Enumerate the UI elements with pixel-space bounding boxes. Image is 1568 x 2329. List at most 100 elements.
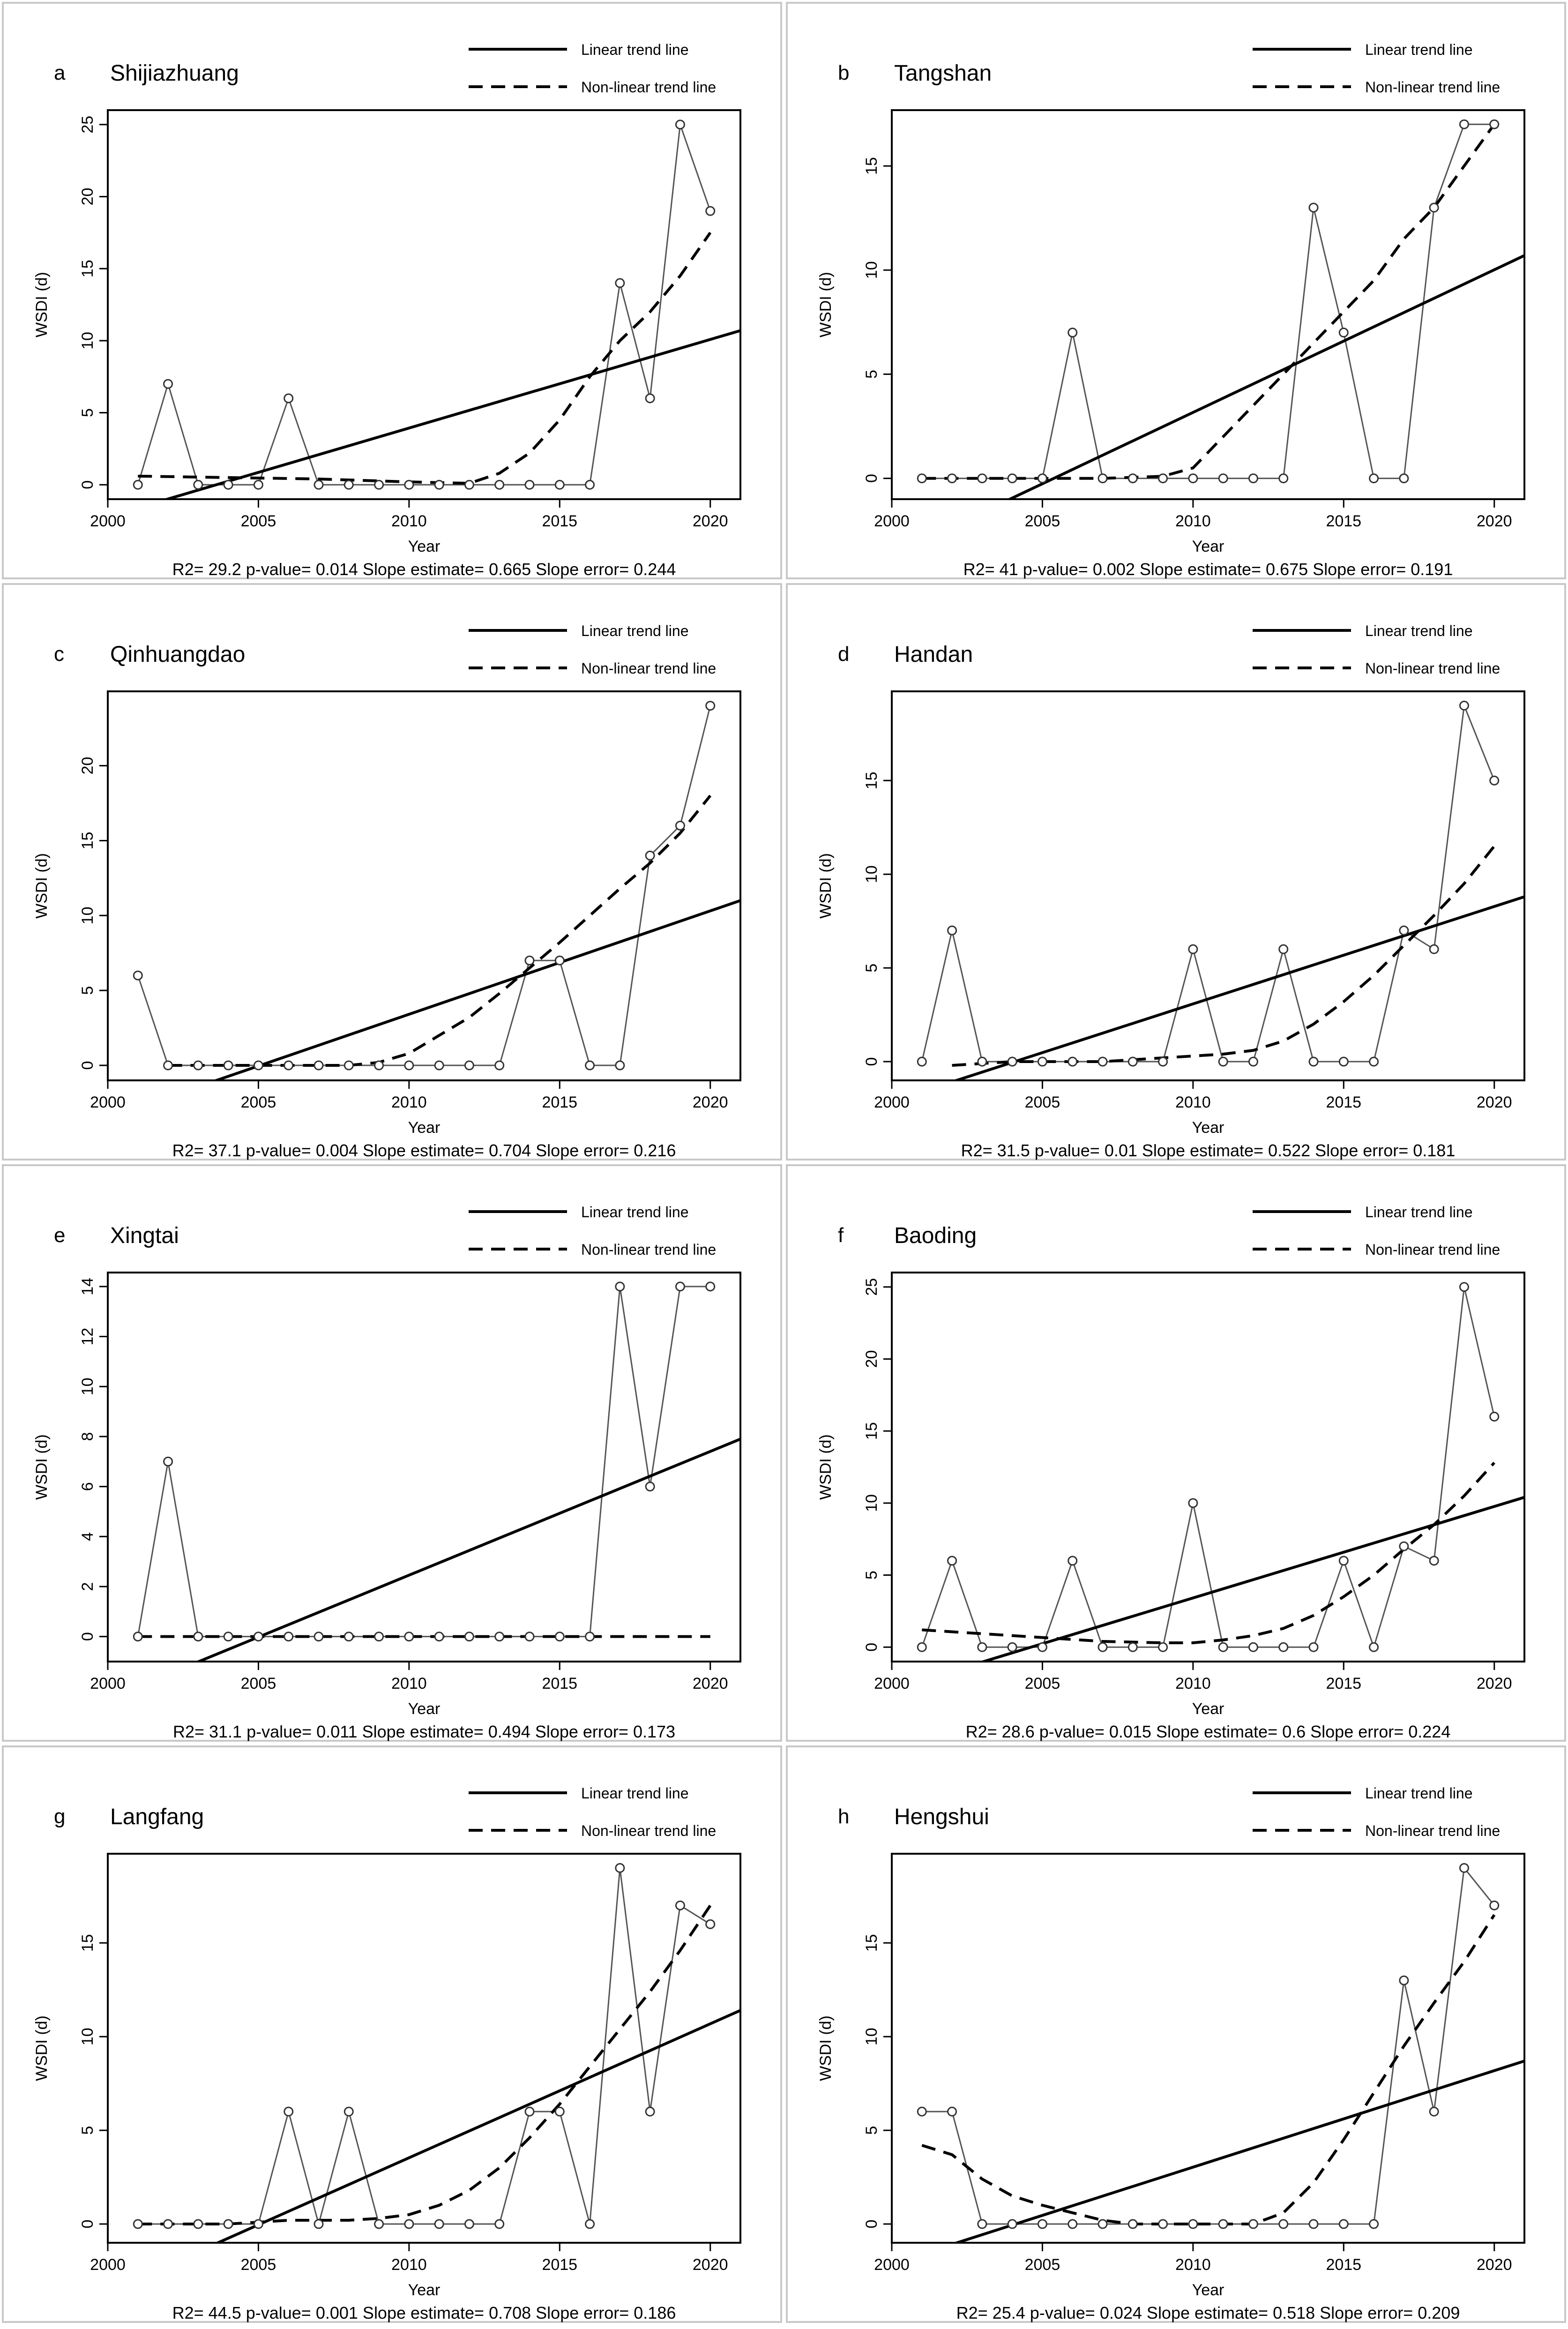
data-point: [1127, 2219, 1138, 2229]
y-axis-title: WSDI (d): [33, 2015, 51, 2081]
data-point: [193, 2219, 203, 2229]
data-point: [163, 1456, 173, 1467]
data-point: [464, 479, 474, 490]
stats-caption: R2= 44.5 p-value= 0.001 Slope estimate= …: [172, 2303, 676, 2322]
data-point: [494, 479, 505, 490]
x-tick-label: 2015: [1326, 512, 1361, 530]
y-axis-title: WSDI (d): [33, 1434, 51, 1500]
y-tick-label: 5: [79, 408, 97, 417]
plot-area: [891, 109, 1525, 500]
data-point: [615, 1060, 625, 1071]
x-tick-label: 2005: [241, 512, 276, 530]
data-point: [1278, 473, 1289, 484]
y-tick-label: 5: [79, 2126, 97, 2135]
data-point: [1308, 2219, 1319, 2229]
panel-letter: d: [838, 643, 849, 666]
x-tick-label: 2015: [1326, 2256, 1361, 2274]
data-point: [1489, 119, 1500, 129]
data-point: [494, 1632, 505, 1642]
data-point: [675, 1281, 685, 1292]
x-tick-label: 2005: [241, 1675, 276, 1692]
x-tick-label: 2000: [90, 1093, 126, 1111]
plot-area: [891, 1272, 1525, 1663]
data-point: [1308, 202, 1319, 213]
x-tick-label: 2005: [241, 1093, 276, 1111]
data-point: [434, 479, 444, 490]
data-point: [554, 479, 565, 490]
data-point: [1188, 1498, 1198, 1508]
x-tick-label: 2005: [1025, 2256, 1060, 2274]
x-tick-label: 2000: [874, 512, 910, 530]
data-point: [917, 1056, 927, 1067]
x-tick-label: 2020: [1477, 512, 1512, 530]
x-tick-label: 2000: [90, 512, 126, 530]
y-tick-label: 5: [79, 986, 97, 995]
data-point: [554, 2106, 565, 2117]
data-point: [343, 1632, 354, 1642]
x-tick-label: 2010: [391, 2256, 427, 2274]
stats-caption: R2= 31.5 p-value= 0.01 Slope estimate= 0…: [961, 1141, 1456, 1160]
data-point: [1399, 473, 1409, 484]
legend-nonlinear-label: Non-linear trend line: [1365, 79, 1500, 96]
data-point: [1459, 700, 1469, 711]
data-point: [1007, 2219, 1017, 2229]
data-point: [464, 1632, 474, 1642]
legend-nonlinear-label: Non-linear trend line: [581, 1241, 716, 1258]
data-point: [1218, 1642, 1228, 1652]
data-point: [524, 955, 535, 966]
legend-linear-label: Linear trend line: [1365, 1785, 1472, 1802]
data-point: [223, 1632, 233, 1642]
data-point: [1308, 1642, 1319, 1652]
y-tick-label: 20: [79, 188, 97, 206]
y-tick-label: 14: [79, 1278, 97, 1296]
x-tick-label: 2000: [90, 1675, 126, 1692]
data-point: [1399, 1975, 1409, 1985]
x-tick-label: 2010: [1175, 512, 1211, 530]
x-tick-label: 2020: [1477, 1675, 1512, 1692]
linear-trend-line: [952, 2059, 1524, 2243]
x-tick-label: 2015: [1326, 1093, 1361, 1111]
x-axis-title: Year: [408, 538, 441, 555]
panel-letter: a: [54, 61, 66, 84]
y-tick-label: 6: [79, 1482, 97, 1491]
data-point: [1007, 1642, 1017, 1652]
data-point: [1429, 202, 1439, 213]
data-point: [1037, 1056, 1047, 1067]
data-point: [675, 120, 685, 130]
y-tick-label: 10: [79, 332, 97, 350]
y-tick-label: 4: [79, 1532, 97, 1541]
stats-caption: R2= 41 p-value= 0.002 Slope estimate= 0.…: [963, 560, 1453, 579]
data-point: [1037, 2219, 1047, 2229]
plot-contents: [133, 1281, 740, 1662]
x-tick-label: 2020: [693, 1093, 728, 1111]
data-point: [1278, 944, 1289, 954]
panel-border: [2, 2, 782, 579]
linear-trend-line: [1006, 254, 1524, 499]
x-tick-label: 2005: [1025, 1093, 1060, 1111]
panel-d: d Handan Linear trend line Non-linear trend…: [786, 583, 1566, 1161]
y-tick-label: 10: [863, 865, 881, 883]
linear-trend-line: [195, 1438, 740, 1662]
data-point: [1369, 2219, 1379, 2229]
data-point: [1158, 2219, 1168, 2229]
data-point: [1007, 473, 1017, 484]
data-point: [193, 1060, 203, 1071]
data-point: [1459, 1282, 1469, 1292]
data-point: [1248, 1056, 1258, 1067]
data-point: [133, 2219, 143, 2229]
data-point: [1338, 1556, 1349, 1566]
data-point: [1338, 2219, 1349, 2229]
panel-title: Shijiazhuang: [110, 61, 239, 86]
y-tick-label: 8: [79, 1432, 97, 1441]
legend-nonlinear-label: Non-linear trend line: [1365, 1822, 1500, 1839]
data-point: [917, 1642, 927, 1652]
x-tick-label: 2015: [542, 2256, 577, 2274]
y-tick-label: 15: [863, 1422, 881, 1440]
data-point: [1369, 473, 1379, 484]
y-tick-label: 0: [79, 1061, 97, 1070]
panel-title: Langfang: [110, 1805, 204, 1829]
data-point: [1278, 2219, 1289, 2229]
data-point: [1188, 473, 1198, 484]
x-axis-title: Year: [1192, 538, 1225, 555]
